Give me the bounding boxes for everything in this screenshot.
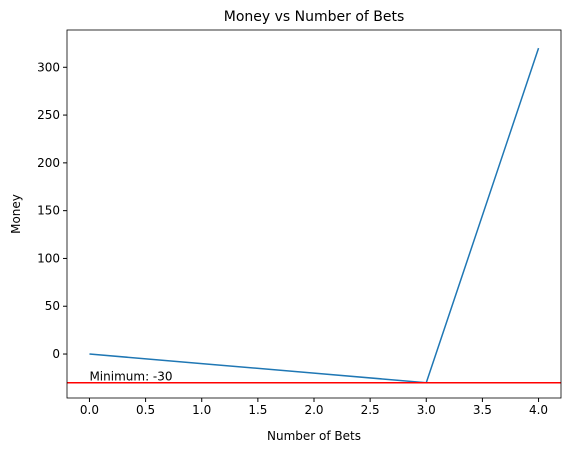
- y-axis-label: Money: [9, 194, 23, 234]
- x-tick-label: 3.0: [417, 403, 436, 417]
- line-series: [89, 47, 540, 384]
- x-tick-label: 3.5: [473, 403, 492, 417]
- annotation: Minimum: -30: [89, 370, 172, 384]
- x-tick-label: 2.0: [304, 403, 323, 417]
- y-tick-label: 200: [37, 156, 60, 170]
- x-tick-label: 2.5: [361, 403, 380, 417]
- x-tick-label: 1.5: [248, 403, 267, 417]
- x-tick-label: 0.5: [136, 403, 155, 417]
- x-tick-label: 4.0: [529, 403, 548, 417]
- y-tick-label: 0: [52, 347, 60, 361]
- y-tick-label: 300: [37, 60, 60, 74]
- x-tick-label: 0.0: [80, 403, 99, 417]
- y-tick-label: 50: [45, 299, 60, 313]
- plot-frame: [66, 29, 562, 399]
- x-tick-label: 1.0: [192, 403, 211, 417]
- y-tick-label: 250: [37, 108, 60, 122]
- x-axis-label: Number of Bets: [267, 429, 361, 443]
- chart-title: Money vs Number of Bets: [224, 9, 405, 25]
- y-tick-label: 150: [37, 204, 60, 218]
- y-tick-label: 100: [37, 251, 60, 265]
